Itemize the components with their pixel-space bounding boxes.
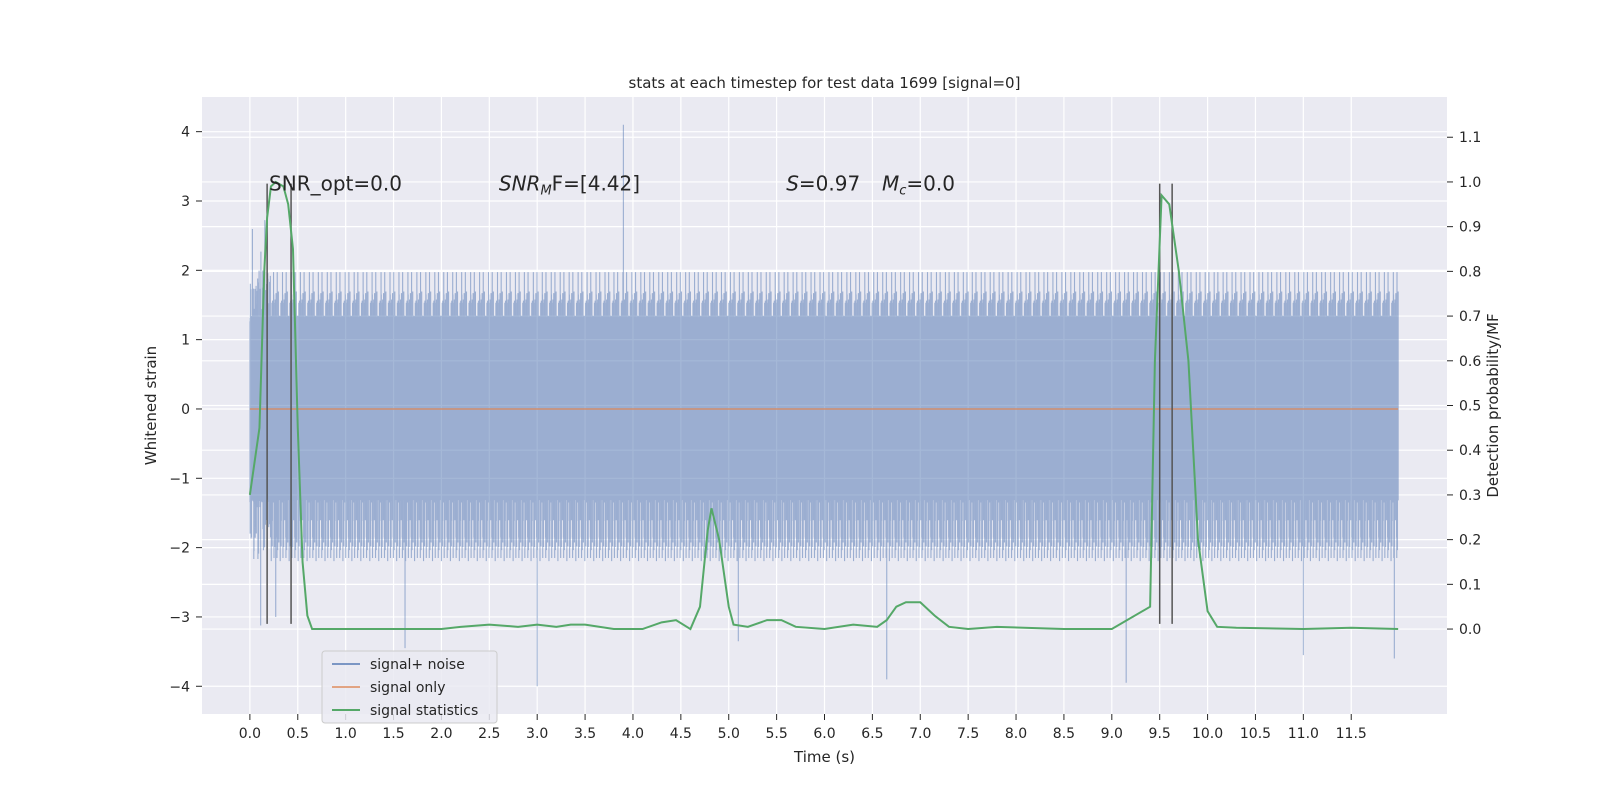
y-right-tick-label: 0.5	[1459, 399, 1481, 415]
x-tick-label: 6.0	[813, 726, 835, 742]
y-axis-right-label: Detection probability/MF	[1484, 313, 1502, 497]
legend: signal+ noise signal only signal statistic…	[321, 650, 498, 724]
annotation: SNRMF=[4.42]	[499, 172, 640, 199]
signal-statistics-line	[248, 180, 1399, 631]
y-left-tick-label: −3	[169, 610, 190, 626]
y-left-tick-label: 3	[181, 194, 190, 210]
x-tick-label: 5.5	[765, 726, 787, 742]
annotations: SNR_opt=0.0 SNRMF=[4.42] S=0.97 Mc=0.0	[269, 172, 955, 199]
x-tick-label: 10.0	[1192, 726, 1223, 742]
x-tick-label: 11.0	[1288, 726, 1319, 742]
x-tick-label: 7.5	[957, 726, 979, 742]
x-tick-label: 7.0	[909, 726, 931, 742]
vertical-markers	[266, 183, 1173, 624]
x-tick-label: 3.0	[526, 726, 548, 742]
legend-label: signal only	[370, 680, 445, 696]
y-right-tick-label: 0.9	[1459, 220, 1481, 236]
y-right-tick-label: 0.6	[1459, 354, 1481, 370]
x-tick-label: 5.0	[718, 726, 740, 742]
annotation: Mc=0.0	[882, 172, 955, 199]
y-left-tick-label: 4	[181, 125, 190, 141]
y-left-tick-label: 1	[181, 333, 190, 349]
legend-label: signal statistics	[370, 703, 478, 719]
x-tick-label: 6.5	[861, 726, 883, 742]
y-left-tick-label: −1	[169, 471, 190, 487]
x-tick-label: 0.0	[239, 726, 261, 742]
y-left-tick-label: −4	[169, 679, 190, 695]
y-right-tick-label: 0.1	[1459, 577, 1481, 593]
legend-label: signal+ noise	[370, 657, 465, 673]
y-right-tick-label: 1.0	[1459, 175, 1481, 191]
x-tick-label: 10.5	[1240, 726, 1271, 742]
x-tick-label: 8.5	[1053, 726, 1075, 742]
x-tick-label: 9.0	[1101, 726, 1123, 742]
x-tick-label: 2.0	[430, 726, 452, 742]
x-tick-label: 4.0	[622, 726, 644, 742]
x-tick-label: 1.0	[335, 726, 357, 742]
axes: 0.0 0.5 1.0 1.5 2.0 2.5 3.0 3.5 4.0 4.5 5.0 5.5 6.0 6…	[169, 125, 1481, 742]
y-right-tick-label: 0.7	[1459, 309, 1481, 325]
x-tick-label: 9.5	[1149, 726, 1171, 742]
y-axis-left-label: Whitened strain	[142, 346, 160, 465]
x-tick-label: 8.0	[1005, 726, 1027, 742]
y-right-tick-label: 0.3	[1459, 488, 1481, 504]
x-axis-label: Time (s)	[793, 748, 855, 766]
x-tick-label: 3.5	[574, 726, 596, 742]
y-right-tick-label: 0.2	[1459, 533, 1481, 549]
x-tick-label: 11.5	[1336, 726, 1367, 742]
y-right-tick-label: 0.8	[1459, 264, 1481, 280]
y-left-tick-label: 0	[181, 402, 190, 418]
y-right-tick-label: 0.4	[1459, 443, 1481, 459]
chart-title: stats at each timestep for test data 169…	[629, 74, 1021, 92]
legend-box	[321, 650, 498, 724]
y-left-tick-label: 2	[181, 263, 190, 279]
y-left-tick-label: −2	[169, 541, 190, 557]
series-signal-statistics	[248, 180, 1399, 631]
x-tick-label: 1.5	[382, 726, 404, 742]
annotation: SNR_opt=0.0	[269, 172, 402, 196]
y-right-tick-label: 0.0	[1459, 622, 1481, 638]
annotation: S=0.97	[786, 172, 860, 196]
x-tick-label: 0.5	[287, 726, 309, 742]
x-tick-label: 4.5	[670, 726, 692, 742]
x-tick-label: 2.5	[478, 726, 500, 742]
y-right-tick-label: 1.1	[1459, 130, 1481, 146]
